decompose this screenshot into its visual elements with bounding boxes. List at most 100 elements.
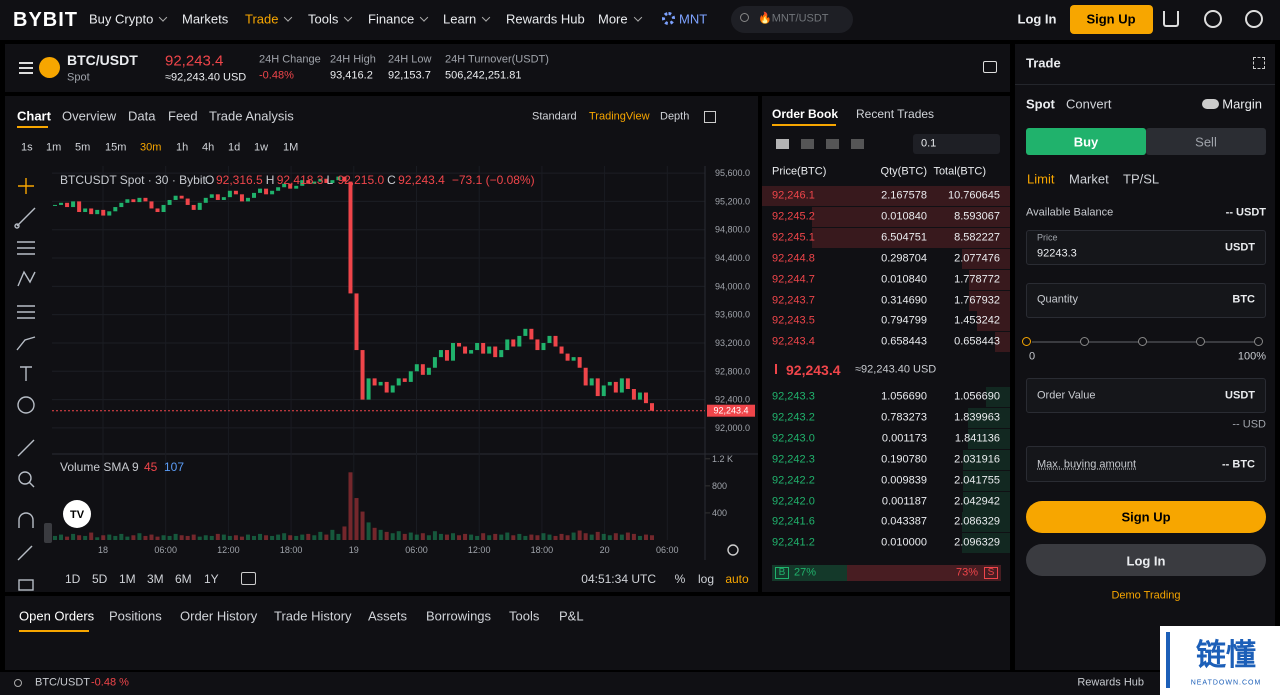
scale-option[interactable]: log [697, 572, 715, 586]
menu-icon[interactable] [19, 72, 33, 74]
nav-item[interactable]: Buy Crypto [89, 13, 168, 26]
menu-icon[interactable] [19, 62, 33, 64]
x-tick-label: 12:00 [468, 545, 491, 555]
input-box[interactable] [1026, 283, 1266, 318]
nav-item[interactable]: Tools [308, 13, 353, 26]
orders-tab[interactable]: Open Orders [19, 608, 95, 624]
footer-rewards[interactable]: Rewards Hub [1077, 676, 1144, 689]
chart-tab[interactable]: Trade Analysis [209, 108, 294, 124]
language-icon[interactable] [1204, 10, 1222, 28]
candle [330, 180, 335, 183]
chart-tab[interactable]: Chart [17, 108, 51, 124]
ob-view-icon[interactable] [851, 139, 864, 149]
trade-layout-icon[interactable] [1253, 57, 1265, 69]
candle [529, 328, 534, 340]
orders-tab[interactable]: Assets [368, 608, 408, 624]
scale-option[interactable]: auto [725, 572, 749, 586]
ob-view-icon[interactable] [776, 139, 789, 149]
precision: 0.1 [921, 137, 937, 150]
orders-tab[interactable]: Trade History [274, 608, 352, 624]
chart-tab[interactable]: Overview [62, 108, 117, 124]
download-icon[interactable] [1163, 11, 1179, 27]
nav-item[interactable]: Learn [443, 13, 491, 26]
settings-icon[interactable] [1245, 10, 1263, 28]
interval[interactable]: 1s [21, 141, 33, 154]
chart-view[interactable]: TradingView [589, 110, 650, 123]
range-button[interactable]: 1Y [204, 572, 219, 586]
interval[interactable]: 5m [75, 141, 91, 154]
trade-mode[interactable]: Spot [1026, 96, 1055, 112]
login-link[interactable]: Log In [1017, 11, 1057, 27]
trade-signup-button[interactable] [1026, 501, 1266, 533]
demo-trading[interactable]: Demo Trading [1111, 589, 1181, 602]
orders-tab[interactable]: Tools [509, 608, 540, 624]
search-box[interactable] [731, 6, 853, 33]
trade-login-button[interactable] [1026, 544, 1266, 576]
signup-text[interactable]: Sign Up [1086, 11, 1136, 27]
input-box[interactable] [1026, 446, 1266, 482]
chart-panel [5, 96, 758, 592]
checkbox[interactable] [704, 111, 716, 123]
slider-stop[interactable] [1138, 337, 1147, 346]
sell-label[interactable]: Sell [1195, 134, 1217, 150]
trade-mode[interactable]: Convert [1066, 96, 1112, 112]
interval[interactable]: 1h [176, 141, 189, 154]
range-button[interactable]: 5D [92, 572, 108, 586]
calendar-icon[interactable] [241, 572, 256, 585]
range-button[interactable]: 3M [147, 572, 164, 586]
trade-signup-text[interactable]: Sign Up [1121, 509, 1171, 525]
chart-view[interactable]: Depth [660, 110, 690, 123]
nav-item[interactable]: Rewards Hub [506, 11, 585, 27]
candle [294, 185, 299, 189]
buy-tab[interactable] [1026, 128, 1146, 155]
nav-item[interactable]: Markets [182, 11, 229, 27]
volume-bar [360, 511, 365, 540]
slider-stop[interactable] [1254, 337, 1263, 346]
orders-tab[interactable]: Positions [109, 608, 162, 624]
layout-icon[interactable] [983, 61, 997, 73]
trade-login-text[interactable]: Log In [1126, 553, 1166, 569]
orders-tab[interactable]: Borrowings [426, 608, 492, 624]
interval[interactable]: 1m [46, 141, 62, 154]
ob-view-icon[interactable] [801, 139, 814, 149]
precision-select[interactable] [913, 134, 1000, 154]
chart-view[interactable]: Standard [532, 110, 577, 123]
ob-total: 1.453242 [954, 314, 1000, 327]
interval[interactable]: 1w [254, 141, 269, 154]
interval[interactable]: 15m [105, 141, 127, 154]
interval[interactable]: 4h [202, 141, 215, 154]
nav-item[interactable]: More [598, 13, 642, 26]
sell-tab[interactable] [1146, 128, 1266, 155]
nav-mnt[interactable]: MNT [679, 11, 708, 27]
slider-stop[interactable] [1080, 337, 1089, 346]
menu-icon[interactable] [19, 67, 33, 69]
chart-tab[interactable]: Data [128, 108, 156, 124]
order-type[interactable]: Market [1069, 171, 1109, 187]
nav-item[interactable]: Trade [245, 13, 293, 26]
scale-option[interactable]: % [674, 572, 686, 586]
buy-label[interactable]: Buy [1073, 134, 1099, 150]
orders-tab[interactable]: P&L [559, 608, 584, 624]
margin-toggle[interactable] [1202, 99, 1219, 109]
order-type[interactable]: Limit [1027, 171, 1055, 187]
slider-stop[interactable] [1196, 337, 1205, 346]
range-button[interactable]: 1M [119, 572, 136, 586]
chart-tab[interactable]: Feed [168, 108, 198, 124]
slider-stop[interactable] [1022, 337, 1031, 346]
nav-item[interactable]: Finance [368, 13, 429, 26]
order-type[interactable]: TP/SL [1123, 171, 1160, 187]
range-button[interactable]: 1D [65, 572, 81, 586]
ob-view-icon[interactable] [826, 139, 839, 149]
input-box[interactable] [1026, 378, 1266, 413]
interval[interactable]: 1M [283, 141, 299, 154]
input-box[interactable] [1026, 230, 1266, 265]
ob-tab[interactable]: Order Book [772, 107, 839, 121]
interval[interactable]: 1d [228, 141, 241, 154]
interval[interactable]: 30m [140, 141, 162, 154]
volume-bar [294, 535, 299, 540]
ob-tab[interactable]: Recent Trades [856, 107, 935, 121]
toolbar-toggle[interactable] [44, 523, 52, 543]
signup-button[interactable] [1070, 5, 1153, 34]
range-button[interactable]: 6M [175, 572, 192, 586]
orders-tab[interactable]: Order History [180, 608, 258, 624]
